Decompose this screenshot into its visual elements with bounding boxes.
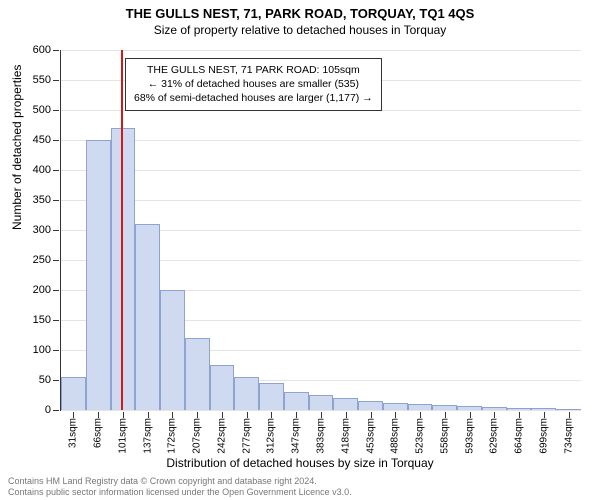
y-tick [53, 350, 59, 351]
x-tick-label: 523sqm [415, 418, 426, 454]
histogram-bar [432, 405, 457, 410]
y-tick-label: 350 [33, 194, 51, 206]
histogram-bar [531, 408, 556, 410]
histogram-bar [507, 408, 532, 410]
x-tick-label: 31sqm [68, 418, 79, 448]
y-tick-label: 600 [33, 44, 51, 56]
histogram-bar [482, 407, 507, 410]
gridline [61, 170, 581, 171]
histogram-bar [185, 338, 210, 410]
x-tick-label: 277sqm [241, 418, 252, 454]
footer-line-1: Contains HM Land Registry data © Crown c… [8, 476, 592, 487]
x-tick-label: 734sqm [563, 418, 574, 454]
histogram-chart: 05010015020025030035040045050055060031sq… [60, 50, 581, 411]
histogram-bar [210, 365, 235, 410]
page-subtitle: Size of property relative to detached ho… [0, 21, 600, 37]
y-tick [53, 230, 59, 231]
histogram-bar [333, 398, 358, 410]
histogram-bar [259, 383, 284, 410]
gridline [61, 410, 581, 411]
y-tick-label: 0 [45, 404, 51, 416]
x-tick-label: 664sqm [514, 418, 525, 454]
y-tick [53, 170, 59, 171]
y-tick-label: 50 [39, 374, 51, 386]
y-axis-label: Number of detached properties [10, 65, 24, 230]
annotation-line: 68% of semi-detached houses are larger (… [134, 91, 373, 105]
y-tick-label: 500 [33, 104, 51, 116]
y-tick-label: 450 [33, 134, 51, 146]
histogram-bar [309, 395, 334, 410]
histogram-bar [135, 224, 160, 410]
x-tick-label: 101sqm [117, 418, 128, 454]
x-tick-label: 242sqm [216, 418, 227, 454]
gridline [61, 50, 581, 51]
annotation-line: THE GULLS NEST, 71 PARK ROAD: 105sqm [134, 63, 373, 77]
x-tick-label: 593sqm [464, 418, 475, 454]
y-tick-label: 400 [33, 164, 51, 176]
histogram-bar [358, 401, 383, 410]
x-tick-label: 418sqm [340, 418, 351, 454]
y-tick-label: 150 [33, 314, 51, 326]
x-tick-label: 699sqm [538, 418, 549, 454]
x-tick-label: 347sqm [291, 418, 302, 454]
x-tick-label: 172sqm [167, 418, 178, 454]
x-tick-label: 312sqm [266, 418, 277, 454]
x-tick-label: 488sqm [390, 418, 401, 454]
y-tick-label: 100 [33, 344, 51, 356]
page-title: THE GULLS NEST, 71, PARK ROAD, TORQUAY, … [0, 0, 600, 21]
y-tick [53, 260, 59, 261]
y-tick [53, 50, 59, 51]
y-tick [53, 140, 59, 141]
x-axis-label: Distribution of detached houses by size … [0, 456, 600, 470]
x-tick-label: 453sqm [365, 418, 376, 454]
histogram-bar [61, 377, 86, 410]
footer-line-2: Contains public sector information licen… [8, 487, 592, 498]
histogram-bar [457, 406, 482, 410]
y-tick [53, 290, 59, 291]
y-tick-label: 250 [33, 254, 51, 266]
histogram-bar [160, 290, 185, 410]
x-tick-label: 383sqm [316, 418, 327, 454]
x-tick-label: 558sqm [439, 418, 450, 454]
histogram-bar [556, 409, 581, 410]
histogram-bar [284, 392, 309, 410]
y-tick [53, 380, 59, 381]
y-tick [53, 200, 59, 201]
x-tick-label: 629sqm [489, 418, 500, 454]
y-tick [53, 410, 59, 411]
histogram-bar [408, 404, 433, 410]
y-tick-label: 300 [33, 224, 51, 236]
histogram-bar [383, 403, 408, 410]
gridline [61, 140, 581, 141]
gridline [61, 200, 581, 201]
x-tick-label: 66sqm [93, 418, 104, 448]
y-tick-label: 200 [33, 284, 51, 296]
histogram-bar [86, 140, 111, 410]
annotation-box: THE GULLS NEST, 71 PARK ROAD: 105sqm← 31… [125, 58, 382, 111]
y-tick [53, 80, 59, 81]
x-tick-label: 137sqm [142, 418, 153, 454]
histogram-bar [111, 128, 136, 410]
x-tick-label: 207sqm [192, 418, 203, 454]
property-marker-line [121, 50, 123, 410]
annotation-line: ← 31% of detached houses are smaller (53… [134, 77, 373, 91]
histogram-bar [234, 377, 259, 410]
y-tick [53, 110, 59, 111]
y-tick [53, 320, 59, 321]
y-tick-label: 550 [33, 74, 51, 86]
footer-attribution: Contains HM Land Registry data © Crown c… [8, 476, 592, 499]
